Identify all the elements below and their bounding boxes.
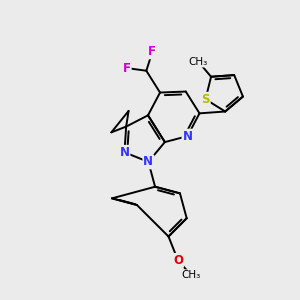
Text: O: O xyxy=(173,254,183,267)
Text: S: S xyxy=(201,93,210,106)
Text: N: N xyxy=(119,146,130,159)
Text: CH₃: CH₃ xyxy=(189,57,208,67)
Text: CH₃: CH₃ xyxy=(182,270,201,280)
Text: N: N xyxy=(143,155,153,168)
Text: N: N xyxy=(182,130,193,142)
Text: F: F xyxy=(148,45,156,58)
Text: F: F xyxy=(123,61,131,74)
